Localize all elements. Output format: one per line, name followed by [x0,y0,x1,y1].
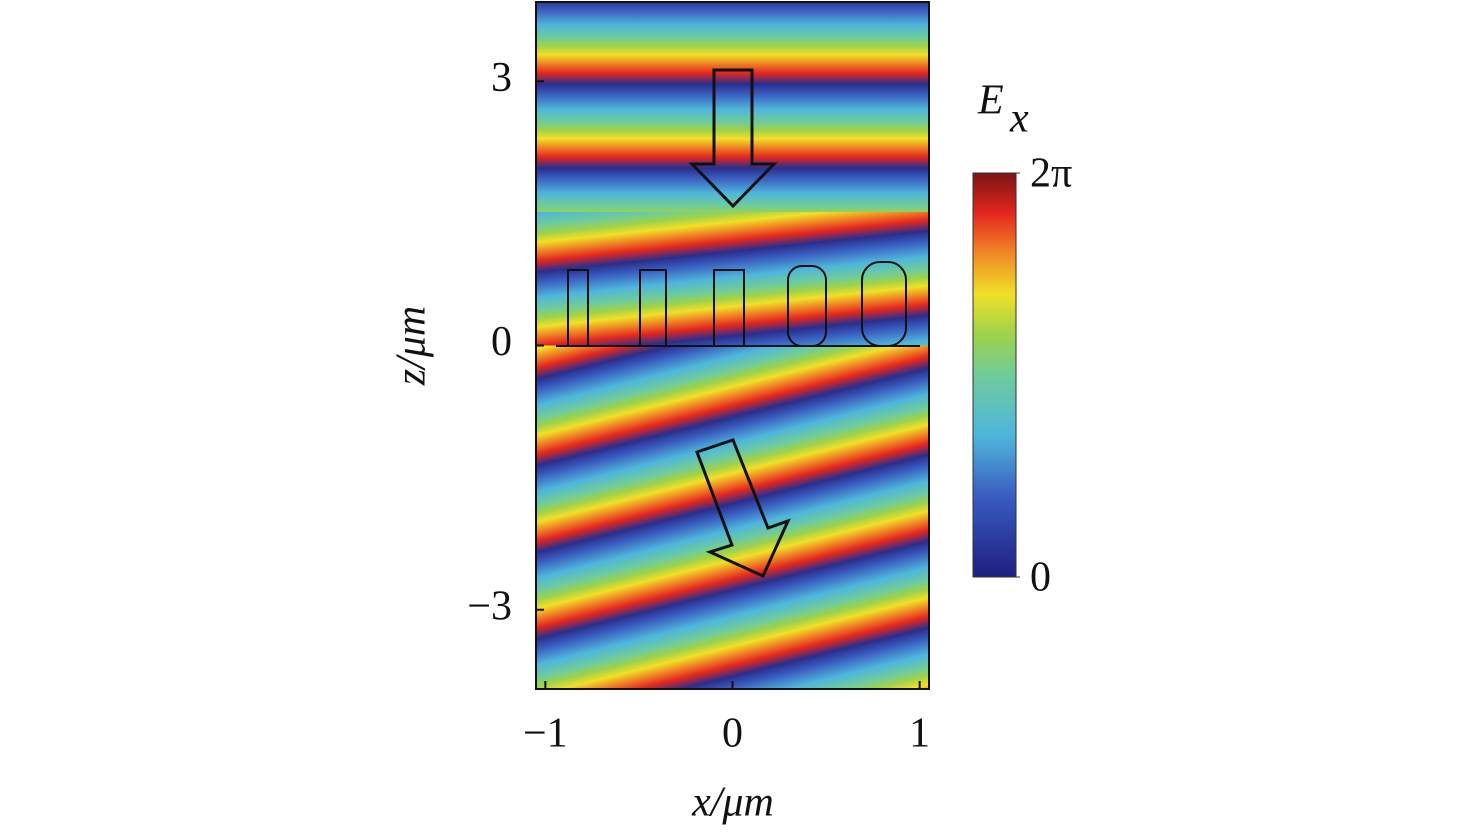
field-bottom [536,345,929,689]
y-axis-label: z/μm [389,306,435,386]
colorbar-tick-label: 0 [1030,555,1051,601]
overlay [556,68,920,578]
colorbar-label-subscript: x [1009,96,1029,142]
colorbar-label: E [977,78,1004,124]
incident-arrow [688,68,778,209]
colorbar [972,172,1017,578]
field-map [536,2,929,689]
x-tick-label: 0 [722,711,743,757]
x-axis-label: x/μm [691,780,774,826]
y-tick-label: −3 [467,583,512,629]
refracted-arrow [695,438,791,578]
colorbar-tick-label: 2π [1030,151,1072,197]
field-top [536,2,929,212]
y-tick-label: 0 [491,319,512,365]
x-tick-label: −1 [523,711,568,757]
x-tick-label: 1 [909,711,930,757]
field-mid [536,212,929,346]
pillars [556,261,920,347]
y-tick-label: 3 [491,55,512,101]
